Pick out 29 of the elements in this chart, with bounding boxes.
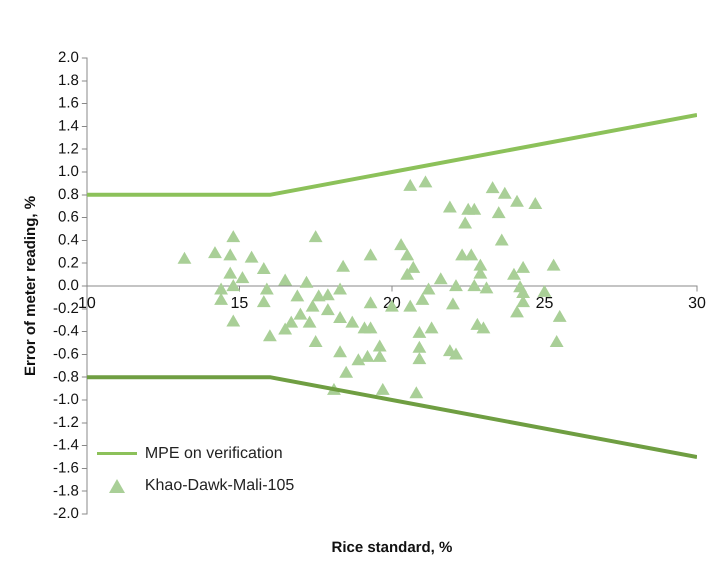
x-tick-label: 30 [688, 295, 706, 312]
y-tick-label: 0.2 [58, 254, 79, 272]
y-tick-label: -0.8 [52, 368, 79, 386]
y-tick-label: 0.0 [58, 277, 79, 294]
y-axis-title: Error of meter reading, % [22, 196, 40, 376]
x-tick-label: 10 [78, 295, 96, 312]
y-tick-label: 1.0 [58, 163, 79, 180]
y-tick-label: 0.4 [58, 232, 79, 249]
y-tick-label: -1.0 [52, 391, 79, 408]
y-tick-label: -1.8 [52, 482, 79, 500]
y-tick-label: -0.2 [52, 300, 79, 317]
y-tick-label: -1.6 [52, 460, 79, 477]
legend-label: Khao-Dawk-Mali-105 [144, 476, 294, 496]
y-tick-label: 1.4 [58, 118, 79, 135]
y-tick-label: 1.2 [58, 140, 79, 158]
x-axis-title: Rice standard, % [331, 539, 452, 556]
y-tick-label: -2.0 [52, 505, 79, 522]
legend-label: MPE on verification [144, 444, 283, 464]
y-tick-label: 1.6 [58, 94, 79, 112]
y-tick-label: 2.0 [58, 49, 79, 66]
y-tick-label: 1.8 [58, 72, 79, 89]
x-tick-label: 25 [536, 295, 554, 312]
x-tick-label: 15 [230, 295, 248, 312]
y-tick-label: -0.6 [52, 346, 79, 363]
y-tick-label: 0.6 [58, 208, 79, 226]
y-tick-label: 0.8 [58, 186, 79, 203]
y-tick-label: -0.4 [52, 322, 79, 340]
y-tick-label: -1.4 [52, 436, 79, 454]
y-tick-label: -1.2 [52, 414, 79, 431]
